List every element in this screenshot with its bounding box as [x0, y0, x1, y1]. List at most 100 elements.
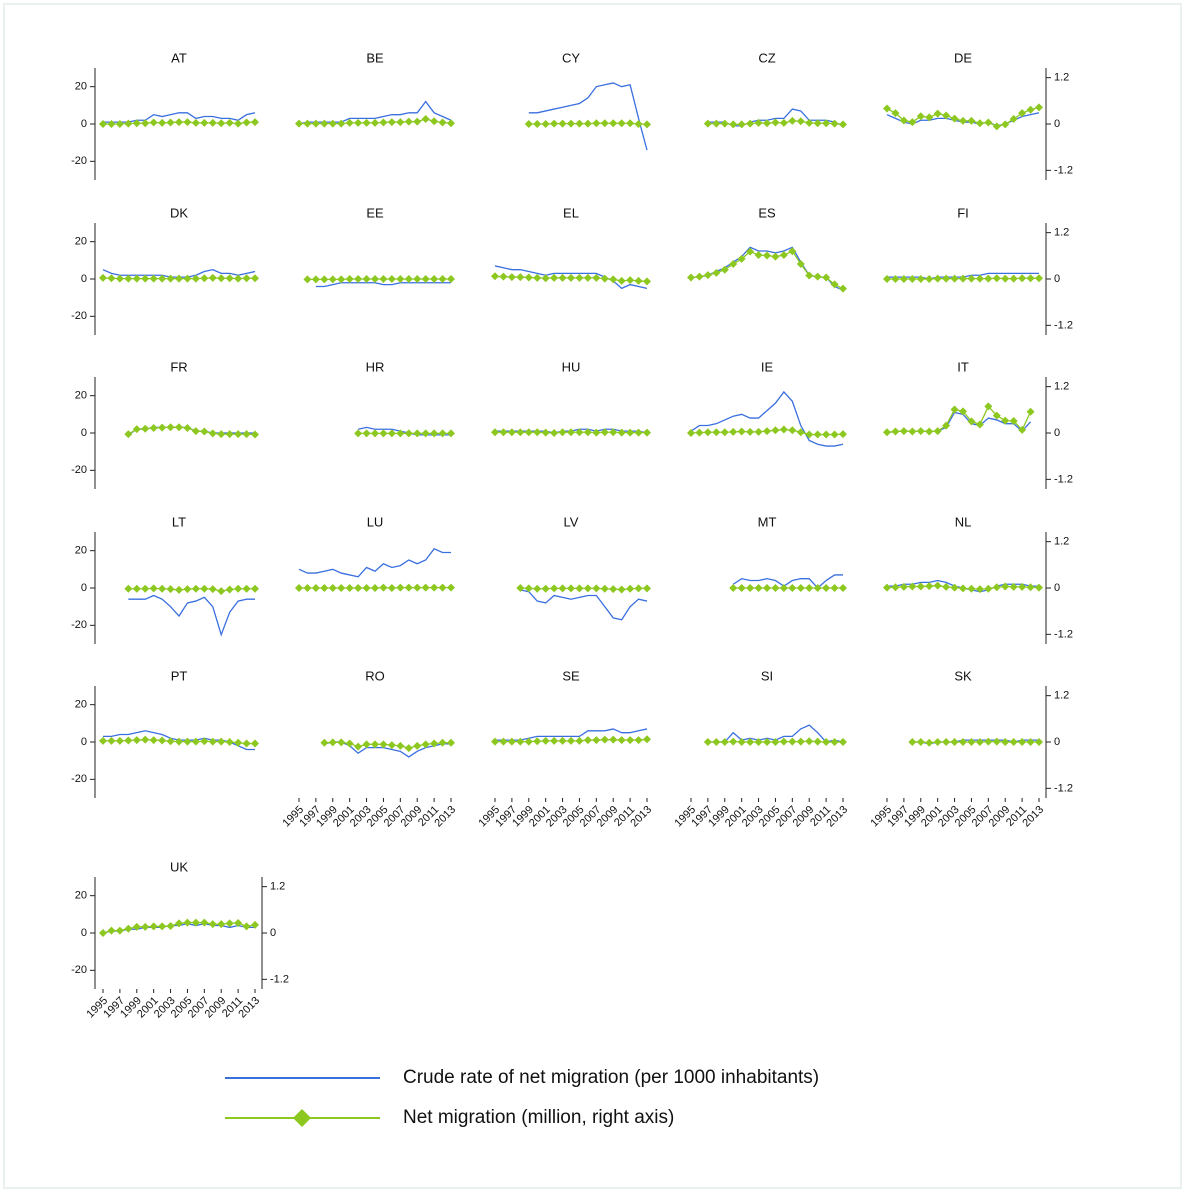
marker	[600, 428, 609, 437]
marker	[617, 428, 626, 437]
marker	[208, 737, 217, 746]
marker	[992, 122, 1001, 131]
marker	[379, 429, 388, 438]
marker	[967, 274, 976, 283]
marker	[447, 429, 455, 438]
marker	[626, 584, 635, 593]
marker	[779, 251, 788, 260]
marker	[558, 736, 567, 745]
marker	[175, 423, 183, 432]
marker	[124, 584, 133, 593]
panel-title: HR	[366, 359, 385, 374]
marker	[1009, 274, 1018, 283]
panel-title: FI	[957, 205, 969, 220]
marker	[413, 429, 422, 438]
panel-title: LU	[367, 514, 384, 529]
marker	[328, 275, 337, 284]
marker	[916, 275, 925, 283]
marker	[950, 274, 959, 283]
panel-title: DK	[170, 205, 188, 220]
marker	[779, 737, 788, 746]
marker	[712, 738, 721, 746]
marker	[1035, 738, 1043, 746]
marker	[404, 117, 413, 126]
panel-title: HU	[562, 359, 581, 374]
marker	[183, 423, 192, 432]
marker	[303, 584, 312, 592]
marker	[438, 429, 447, 438]
marker	[421, 429, 430, 438]
marker	[967, 584, 976, 593]
series-line	[315, 282, 451, 288]
marker	[1018, 274, 1027, 283]
marker	[379, 118, 388, 127]
marker	[251, 739, 259, 748]
marker	[208, 429, 217, 438]
panel-title: IE	[761, 359, 774, 374]
marker	[499, 428, 508, 437]
marker	[345, 118, 354, 127]
marker	[166, 585, 175, 594]
marker	[124, 736, 133, 745]
marker	[387, 429, 396, 438]
marker	[430, 739, 439, 748]
y-tick-label: 0	[81, 582, 87, 594]
marker	[124, 430, 133, 439]
marker	[600, 735, 609, 744]
marker	[1018, 582, 1027, 591]
marker	[830, 119, 839, 128]
marker	[234, 430, 243, 439]
marker	[1009, 738, 1018, 746]
frame	[3, 3, 1182, 1189]
marker	[1026, 407, 1035, 416]
marker	[796, 117, 805, 126]
marker	[609, 428, 618, 437]
marker	[634, 736, 643, 745]
marker	[320, 275, 329, 284]
marker	[311, 119, 320, 128]
panel-title: RO	[365, 668, 385, 683]
marker	[805, 118, 814, 127]
marker	[1001, 274, 1010, 283]
marker	[729, 737, 738, 746]
marker	[609, 735, 618, 744]
marker	[754, 251, 763, 260]
marker	[634, 584, 643, 593]
marker	[950, 738, 959, 746]
marker	[1001, 738, 1010, 746]
marker	[516, 273, 525, 282]
marker	[695, 428, 704, 437]
marker	[643, 735, 651, 744]
marker	[729, 584, 738, 592]
marker	[337, 275, 346, 284]
marker	[1009, 114, 1018, 123]
marker	[387, 118, 396, 127]
marker	[779, 584, 788, 592]
marker	[908, 582, 917, 591]
marker	[99, 120, 107, 128]
marker	[984, 118, 993, 127]
marker	[950, 405, 959, 414]
marker	[362, 118, 371, 127]
marker	[251, 274, 259, 283]
marker	[1001, 416, 1010, 425]
marker	[746, 427, 755, 436]
marker	[191, 918, 200, 927]
marker	[396, 429, 405, 438]
marker	[124, 924, 133, 933]
marker	[830, 738, 839, 746]
marker	[115, 274, 124, 283]
marker	[379, 740, 388, 749]
series-line	[324, 741, 451, 758]
marker	[763, 584, 771, 592]
marker	[491, 737, 499, 746]
marker	[788, 584, 797, 592]
marker	[295, 584, 303, 592]
marker	[132, 736, 141, 745]
y-tick-label: -20	[71, 310, 87, 322]
series-line	[690, 390, 844, 447]
marker	[499, 272, 508, 281]
marker	[609, 275, 618, 284]
marker	[712, 268, 721, 277]
marker	[328, 119, 337, 128]
